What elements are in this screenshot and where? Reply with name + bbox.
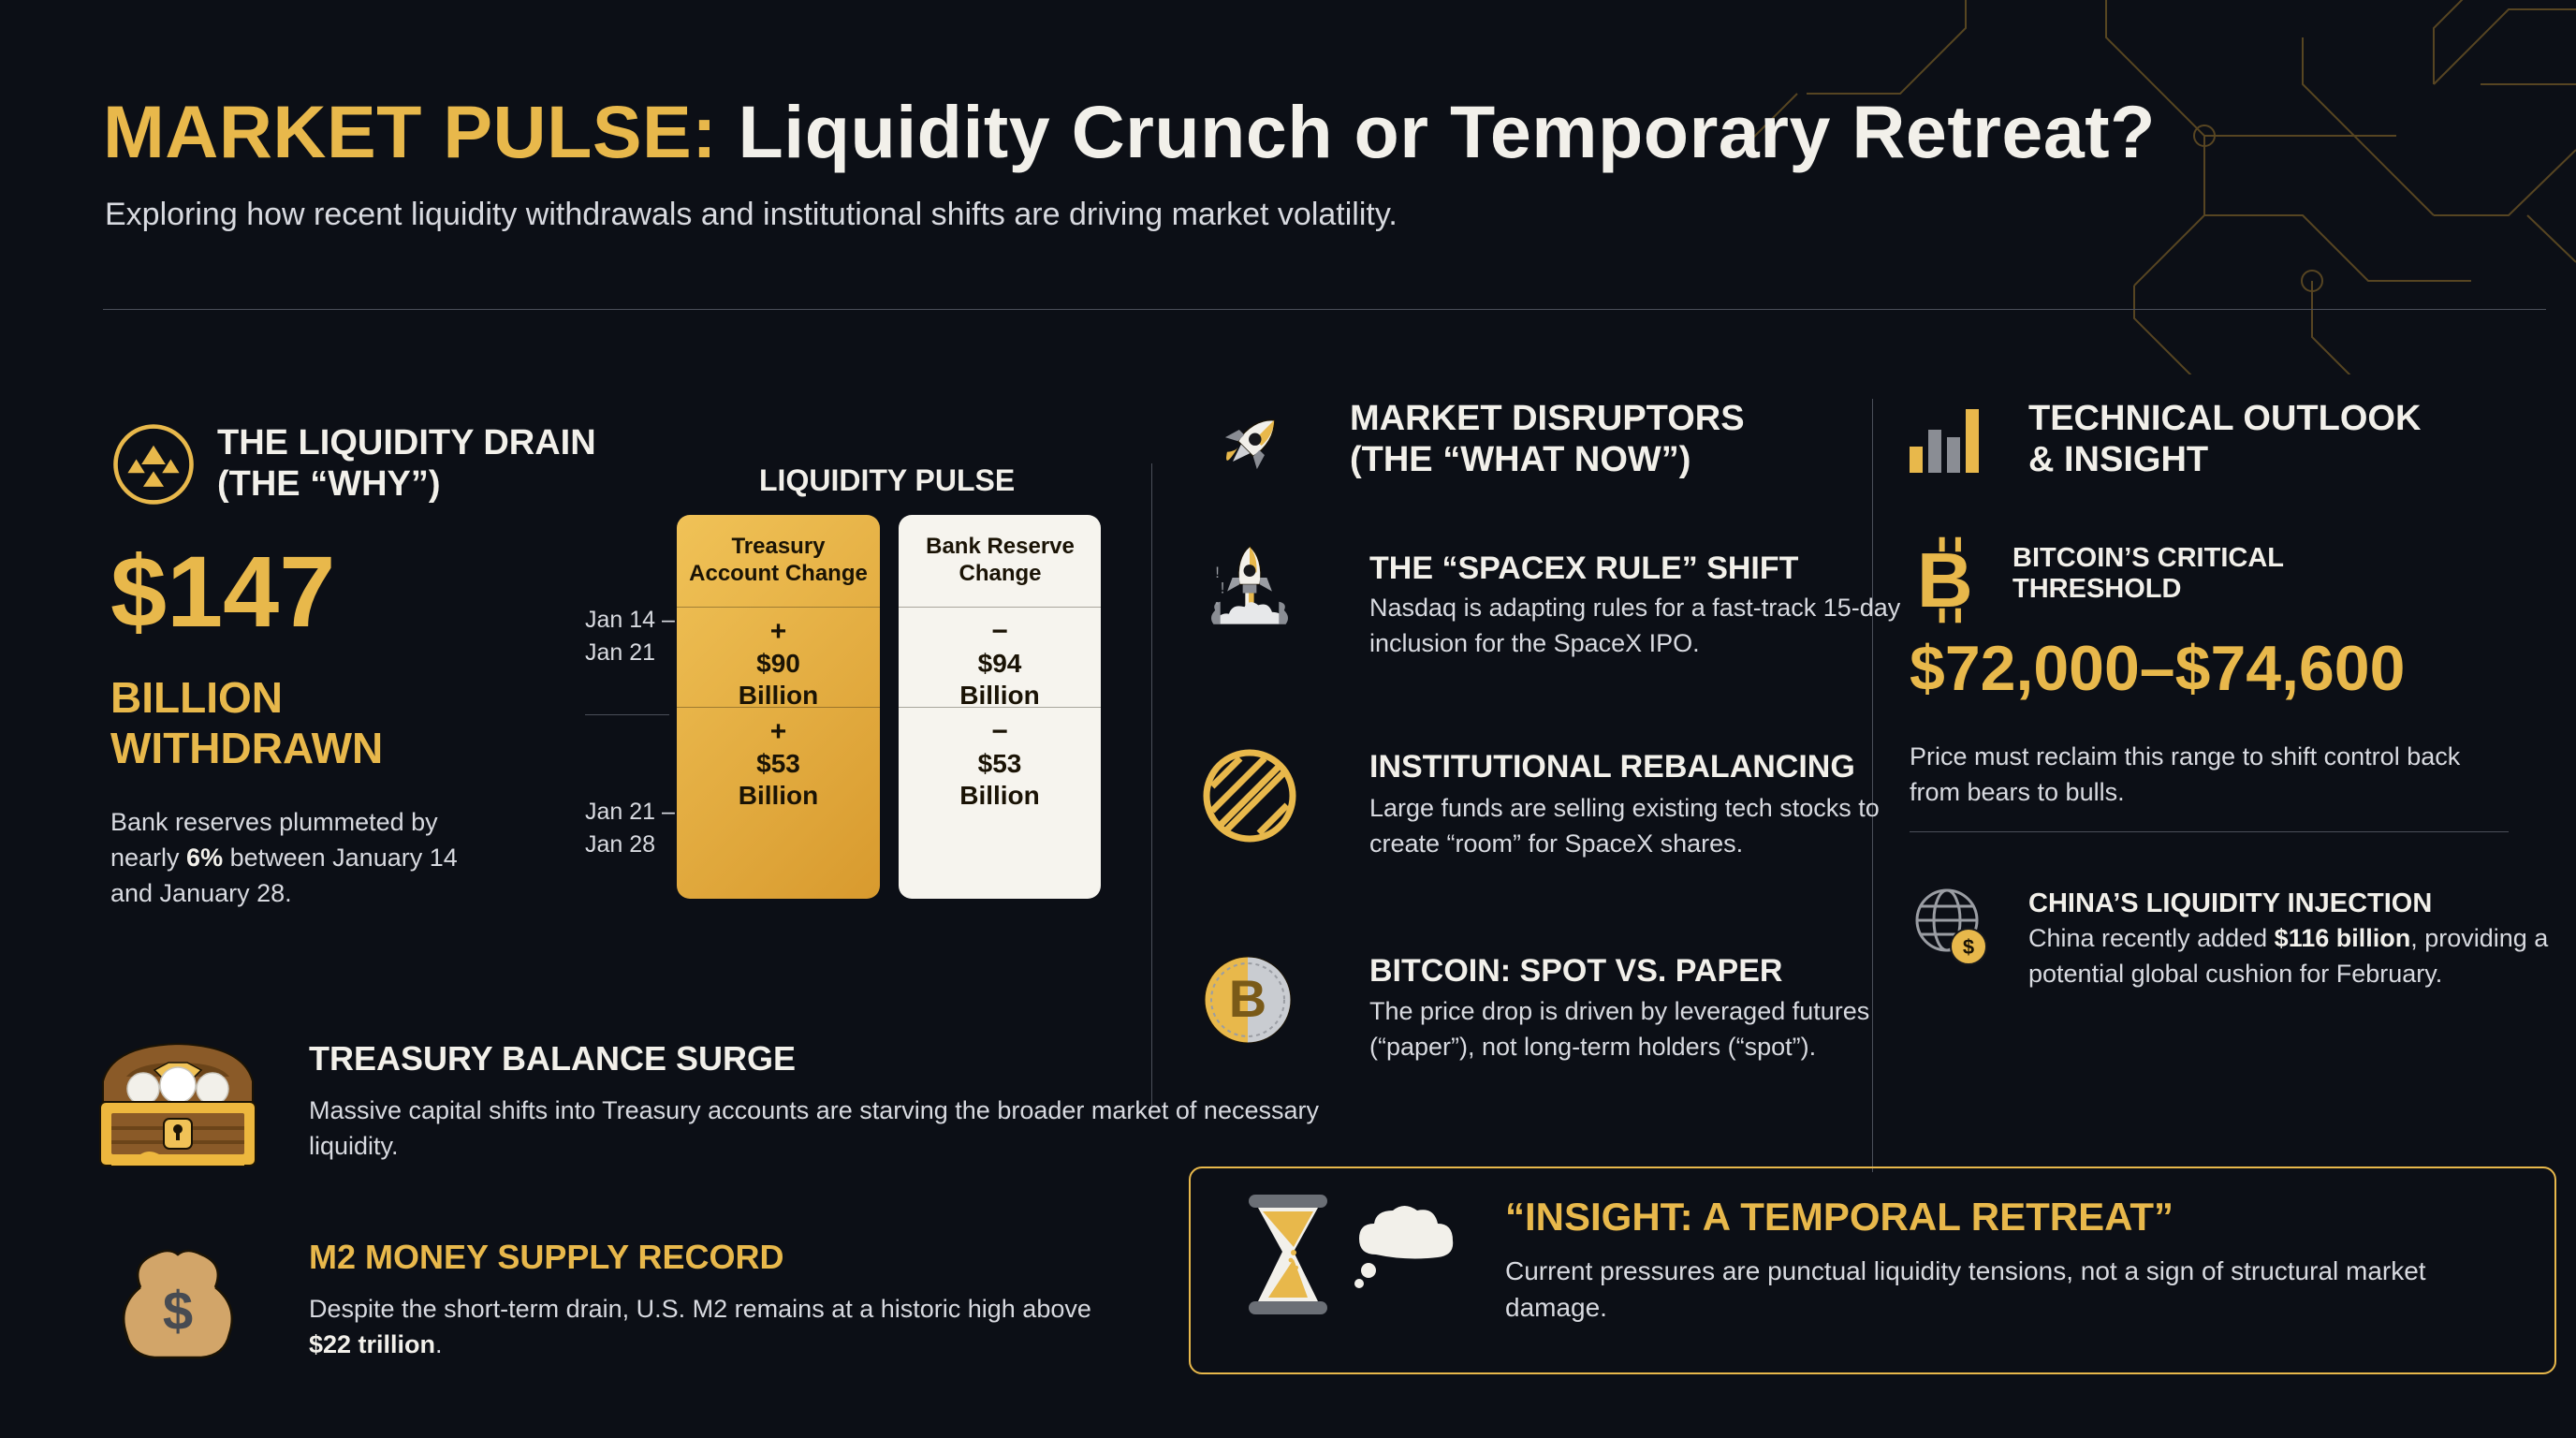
svg-text:$: $ <box>163 1281 193 1342</box>
svg-text:B: B <box>1229 969 1266 1028</box>
svg-text:•: • <box>1215 598 1219 609</box>
svg-text:B: B <box>1917 536 1973 624</box>
svg-text:!: ! <box>1215 564 1220 581</box>
svg-text:$: $ <box>1963 935 1974 959</box>
svg-text:!: ! <box>1221 580 1225 597</box>
